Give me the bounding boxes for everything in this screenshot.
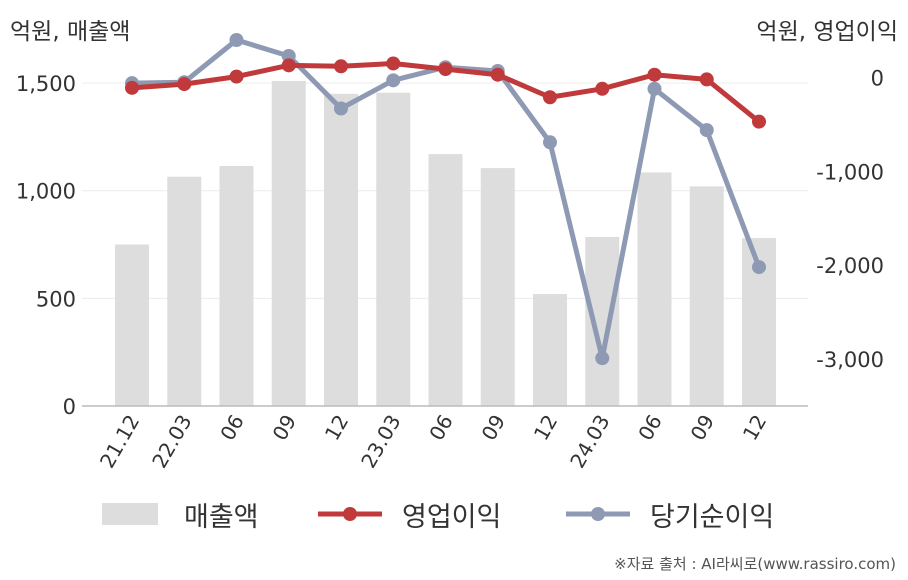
left-axis-tick-label: 1,500 [16,72,76,96]
bar-revenue [637,172,672,406]
legend: 매출액 영업이익 당기순이익 [0,492,908,536]
point-operating-profit [229,69,244,84]
combo-chart: 0 500 1,000 1,500 0 -1,000 -2,000 -3,000 21.12 22… [16,33,884,473]
point-operating-profit [699,72,714,87]
legend-line-swatch-red [318,507,382,521]
x-axis-tick-label: 22.03 [147,411,196,473]
point-net-income [647,81,662,96]
x-axis-tick-label: 09 [686,411,720,445]
left-axis-tick-label: 500 [36,287,76,311]
point-net-income [229,33,244,47]
legend-label-revenue: 매출액 [184,501,259,533]
point-operating-profit [438,62,453,77]
point-operating-profit [177,77,192,92]
left-axis-tick-label: 1,000 [16,180,76,204]
x-axis-tick-label: 12 [320,411,354,445]
bar-revenue [324,93,358,406]
point-operating-profit [281,58,296,73]
legend-label-net-income: 당기순이익 [650,501,775,533]
bar-revenue [689,186,724,406]
legend-bar-swatch [102,503,158,525]
point-net-income [752,260,766,275]
right-axis-tick-label: -3,000 [816,348,884,372]
point-operating-profit [543,90,557,105]
point-net-income [595,351,610,366]
bar-revenue [480,168,515,406]
bar-revenue [167,176,202,406]
point-operating-profit [125,80,139,95]
right-axis-unit: 억원, 영업이익 [756,19,898,45]
x-axis-tick-label: 09 [477,411,511,445]
right-axis-tick-label: -1,000 [816,160,884,184]
left-axis-tick-label: 0 [63,395,76,419]
x-axis-tick-label: 12 [529,411,563,445]
legend-label-operating-profit: 영업이익 [402,501,502,533]
x-axis-tick-label: 23.03 [356,411,405,473]
point-operating-profit [386,56,401,71]
right-axis-tick-label: 0 [871,67,884,91]
point-operating-profit [752,114,766,129]
point-operating-profit [490,67,505,82]
bar-revenue [219,165,254,406]
point-net-income [543,135,557,150]
source-note: ※자료 출처 : AI라씨로(www.rassiro.com) [614,555,896,573]
x-axis-tick-label: 21.12 [95,411,144,473]
right-axis-tick-label: -2,000 [816,254,884,278]
bar-revenue [271,80,306,406]
bar-revenue [115,244,149,406]
bar-revenue [585,236,620,406]
bar-revenue [428,154,463,406]
point-operating-profit [595,81,610,96]
legend-line-swatch-blue [566,507,630,521]
x-axis-tick-label: 24.03 [565,411,614,473]
legend-item-revenue: 매출액 [102,492,259,536]
x-axis-tick-label: 12 [738,411,772,445]
bar-revenue [533,294,567,406]
point-net-income [334,101,348,116]
left-axis-unit: 억원, 매출액 [10,19,131,45]
bar-revenue [376,92,411,406]
point-net-income [699,123,714,138]
point-operating-profit [334,59,348,74]
x-axis-tick-label: 06 [215,411,249,445]
point-operating-profit [647,67,662,82]
x-axis-tick-label: 09 [268,411,302,445]
point-net-income [386,73,401,88]
x-axis-tick-label: 06 [633,411,667,445]
x-axis-tick-label: 06 [424,411,458,445]
legend-item-operating-profit: 영업이익 [318,492,501,536]
legend-item-net-income: 당기순이익 [566,492,774,536]
